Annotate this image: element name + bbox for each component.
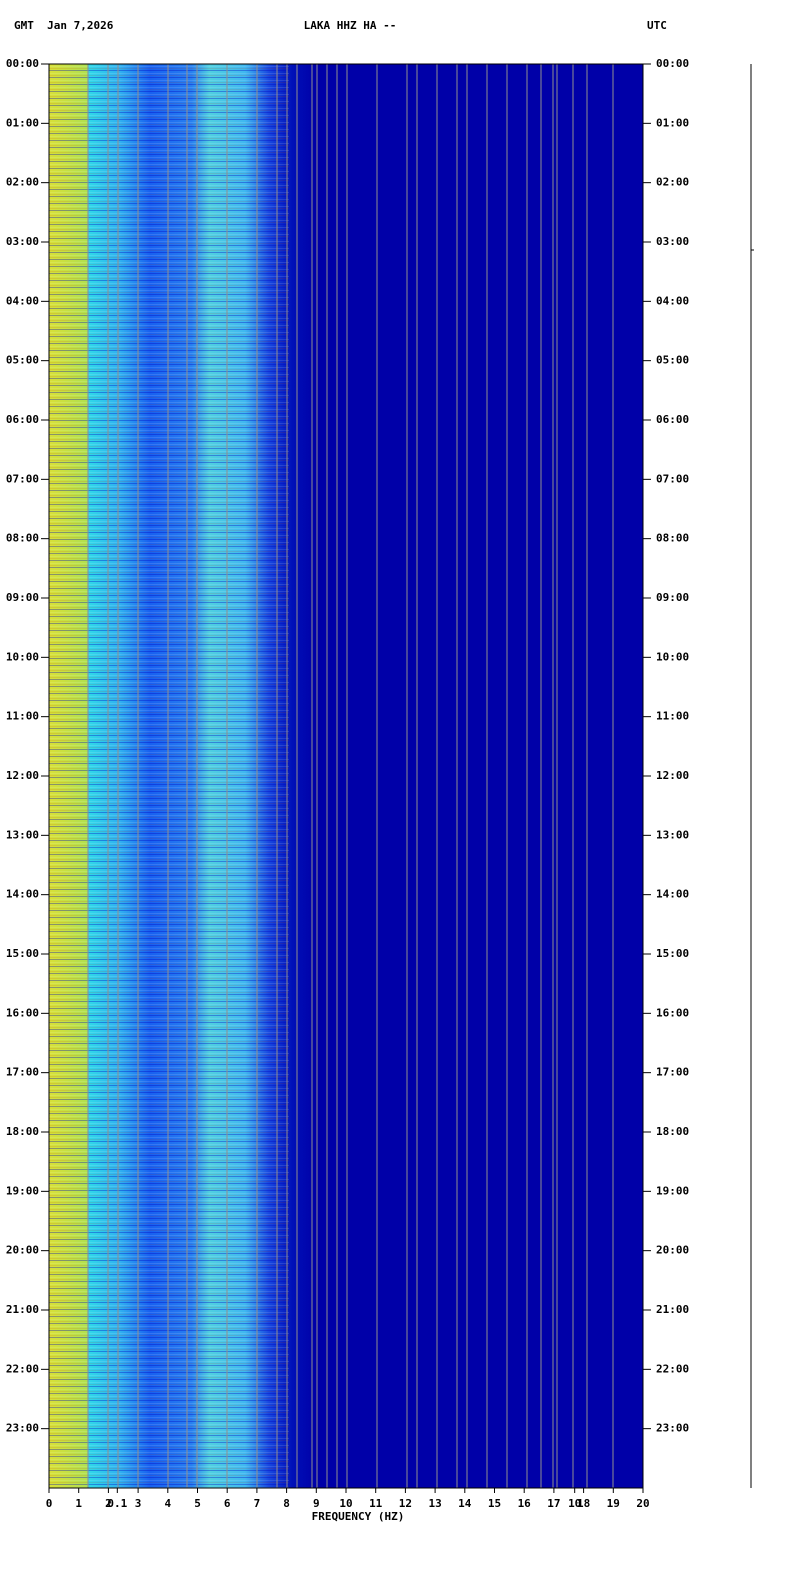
y-tick-label-right: 17:00 [656, 1066, 689, 1079]
frequency-lines [87, 64, 614, 1488]
spectrum-stripes [49, 64, 289, 1488]
y-tick-label-right: 01:00 [656, 116, 689, 129]
x-tick-label: 0 [46, 1497, 53, 1510]
y-tick-label: 16:00 [6, 1006, 39, 1019]
x-tick-label: 12 [399, 1497, 412, 1510]
x-tick-label: 14 [458, 1497, 472, 1510]
y-tick-label-right: 12:00 [656, 769, 689, 782]
y-tick-label-right: 22:00 [656, 1362, 689, 1375]
y-tick-label-right: 08:00 [656, 532, 689, 545]
x-tick-label: 17 [547, 1497, 560, 1510]
x-tick-label: 18 [577, 1497, 590, 1510]
y-tick-label-right: 23:00 [656, 1422, 689, 1435]
x-tick-label: 19 [607, 1497, 620, 1510]
chart-title: LAKA HHZ HA -- [304, 19, 397, 32]
y-tick-label: 03:00 [6, 235, 39, 248]
y-tick-label: 10:00 [6, 650, 39, 663]
spectrogram-image [49, 64, 643, 1488]
y-tick-label: 08:00 [6, 532, 39, 545]
y-tick-label-right: 13:00 [656, 828, 689, 841]
y-tick-label-right: 10:00 [656, 650, 689, 663]
x-tick-label: 10 [339, 1497, 352, 1510]
x-axis-label: FREQUENCY (HZ) [312, 1510, 405, 1523]
y-tick-label: 00:00 [6, 57, 39, 70]
x-tick-label: 13 [428, 1497, 441, 1510]
y-tick-label-right: 02:00 [656, 176, 689, 189]
y-tick-label-right: 00:00 [656, 57, 689, 70]
y-tick-label: 13:00 [6, 828, 39, 841]
y-tick-label-right: 20:00 [656, 1244, 689, 1257]
y-tick-label-right: 09:00 [656, 591, 689, 604]
y-tick-label-right: 14:00 [656, 888, 689, 901]
x-tick-label: 4 [164, 1497, 171, 1510]
y-tick-label: 15:00 [6, 947, 39, 960]
x-tick-label: 5 [194, 1497, 201, 1510]
y-tick-label: 05:00 [6, 354, 39, 367]
y-tick-label: 07:00 [6, 472, 39, 485]
y-tick-label: 01:00 [6, 116, 39, 129]
x-tick-label: 9 [313, 1497, 320, 1510]
x-tick-label: 16 [518, 1497, 532, 1510]
y-tick-label: 04:00 [6, 294, 39, 307]
y-tick-label: 22:00 [6, 1362, 39, 1375]
x-tick-label: 15 [488, 1497, 501, 1510]
left-header: GMT Jan 7,2026 [14, 19, 114, 32]
x-tick-label: 2 [105, 1497, 112, 1510]
y-tick-label: 09:00 [6, 591, 39, 604]
y-tick-label-right: 07:00 [656, 472, 689, 485]
y-tick-label-right: 05:00 [656, 354, 689, 367]
y-tick-label: 11:00 [6, 710, 39, 723]
y-tick-label-right: 21:00 [656, 1303, 689, 1316]
y-tick-label-right: 15:00 [656, 947, 689, 960]
y-tick-label: 21:00 [6, 1303, 39, 1316]
right-header: UTC [647, 19, 667, 32]
x-tick-label: 8 [283, 1497, 290, 1510]
x-tick-label: 20 [636, 1497, 649, 1510]
x-tick-label: 3 [135, 1497, 142, 1510]
x-tick-label: 11 [369, 1497, 383, 1510]
y-tick-label-right: 03:00 [656, 235, 689, 248]
secondary-x-tick-label: 10 [568, 1497, 581, 1510]
secondary-x-tick-label: 0.1 [107, 1497, 127, 1510]
y-tick-label: 18:00 [6, 1125, 39, 1138]
y-tick-label: 19:00 [6, 1184, 39, 1197]
y-tick-label-right: 19:00 [656, 1184, 689, 1197]
y-tick-label: 23:00 [6, 1422, 39, 1435]
x-tick-label: 6 [224, 1497, 231, 1510]
y-tick-label-right: 16:00 [656, 1006, 689, 1019]
y-tick-label-right: 11:00 [656, 710, 689, 723]
x-tick-label: 7 [254, 1497, 261, 1510]
y-tick-label-right: 18:00 [656, 1125, 689, 1138]
y-tick-label: 06:00 [6, 413, 39, 426]
y-tick-label: 12:00 [6, 769, 39, 782]
y-tick-label: 14:00 [6, 888, 39, 901]
y-tick-label-right: 06:00 [656, 413, 689, 426]
y-tick-label: 20:00 [6, 1244, 39, 1257]
x-tick-label: 1 [75, 1497, 82, 1510]
y-tick-label: 02:00 [6, 176, 39, 189]
y-tick-label-right: 04:00 [656, 294, 689, 307]
y-tick-label: 17:00 [6, 1066, 39, 1079]
